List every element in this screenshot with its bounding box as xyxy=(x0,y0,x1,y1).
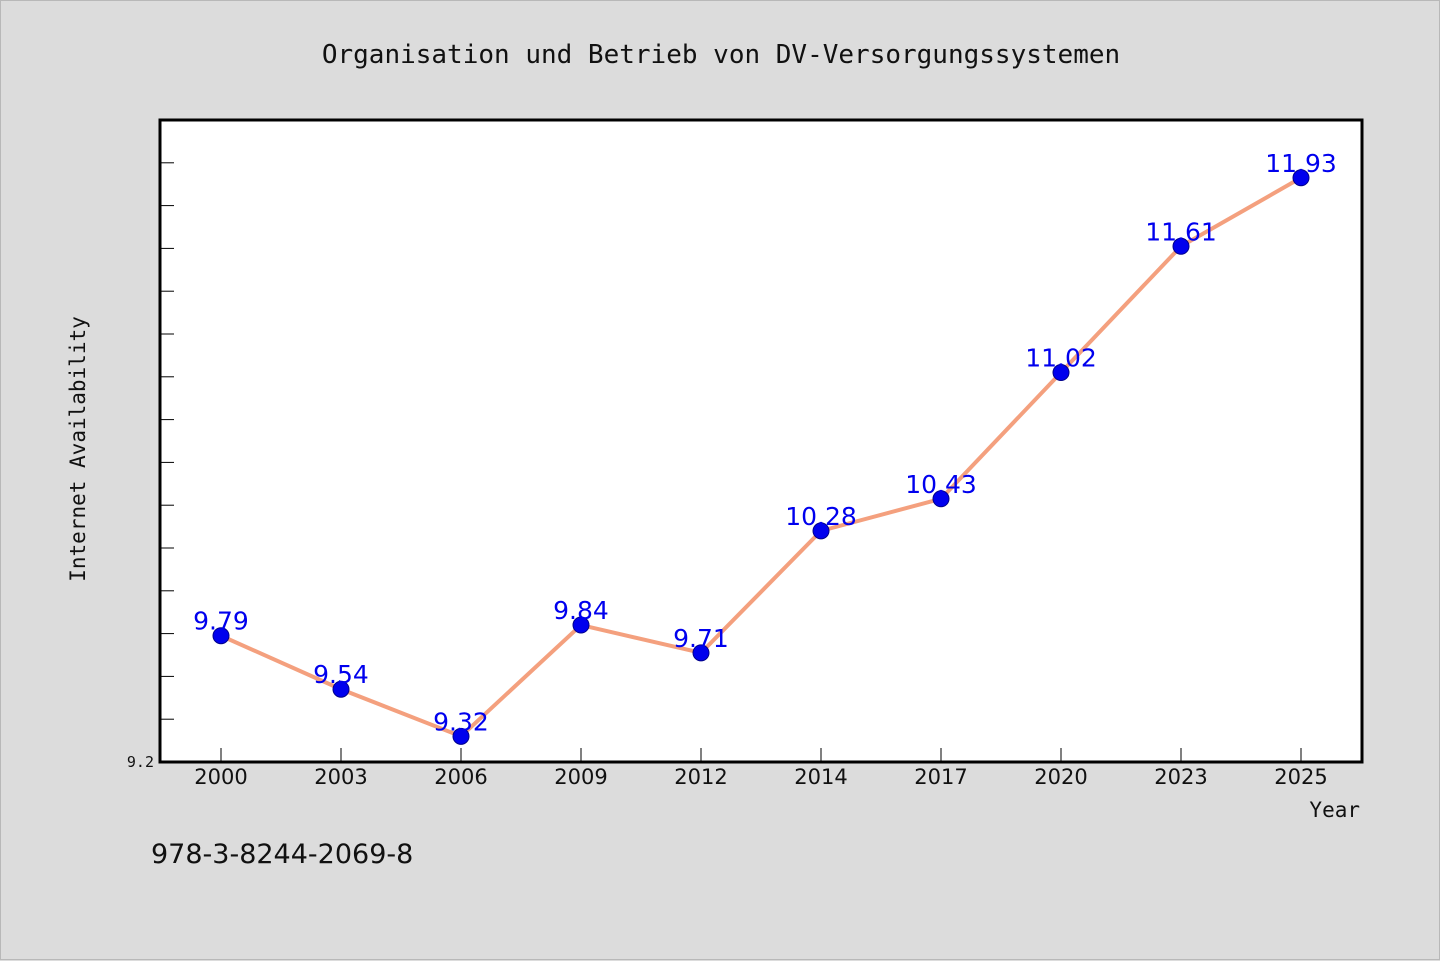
data-point xyxy=(812,522,830,540)
x-tick-label: 2006 xyxy=(434,765,487,789)
series-line-group xyxy=(220,176,1302,739)
data-label: 11.93 xyxy=(1265,149,1337,178)
x-tick-label: 2012 xyxy=(674,765,727,789)
plot-area xyxy=(158,118,1364,764)
data-point xyxy=(332,680,350,698)
x-tick-label: 2025 xyxy=(1274,765,1327,789)
data-label: 10.43 xyxy=(905,470,977,499)
data-point xyxy=(1292,169,1310,187)
x-axis-tick-labels: 2000 2003 2006 2009 2012 2014 2017 2020 2023 2025 xyxy=(194,765,1327,789)
isbn-footer: 978-3-8244-2069-8 xyxy=(151,839,413,870)
data-label: 10.28 xyxy=(785,502,857,531)
data-point xyxy=(572,616,590,634)
data-point xyxy=(1172,237,1190,255)
y-axis-ticks xyxy=(160,119,174,763)
data-label: 9.54 xyxy=(313,660,369,689)
data-label: 9.71 xyxy=(673,624,729,653)
x-axis-ticks xyxy=(220,748,1302,762)
x-tick-label: 2020 xyxy=(1034,765,1087,789)
x-tick-label: 2014 xyxy=(794,765,847,789)
x-tick-label: 2009 xyxy=(554,765,607,789)
data-point xyxy=(1052,364,1070,382)
data-label: 11.61 xyxy=(1145,217,1217,246)
y-tick-label: 9.2 xyxy=(127,753,154,771)
chart-title: Organisation und Betrieb von DV-Versorgu… xyxy=(322,40,1120,70)
data-label: 9.84 xyxy=(553,596,609,625)
data-point xyxy=(692,644,710,662)
x-tick-label: 2003 xyxy=(314,765,367,789)
data-label: 9.32 xyxy=(433,707,489,736)
data-point xyxy=(932,490,950,508)
data-point xyxy=(452,727,470,745)
data-labels-group: 9.79 9.54 9.32 9.84 9.71 10.28 10.43 11.02 11.61… xyxy=(193,149,1337,737)
x-tick-label: 2017 xyxy=(914,765,967,789)
data-point xyxy=(212,627,230,645)
y-axis-tick-labels: 9.2 xyxy=(127,753,154,771)
series-line xyxy=(220,176,1302,739)
data-label: 11.02 xyxy=(1025,344,1097,373)
y-axis-title: Internet Availability xyxy=(66,316,90,582)
data-label: 9.79 xyxy=(193,607,249,636)
series-markers-group xyxy=(212,169,1310,745)
x-tick-label: 2000 xyxy=(194,765,247,789)
x-tick-label: 2023 xyxy=(1154,765,1207,789)
x-axis-title: Year xyxy=(1309,798,1360,822)
